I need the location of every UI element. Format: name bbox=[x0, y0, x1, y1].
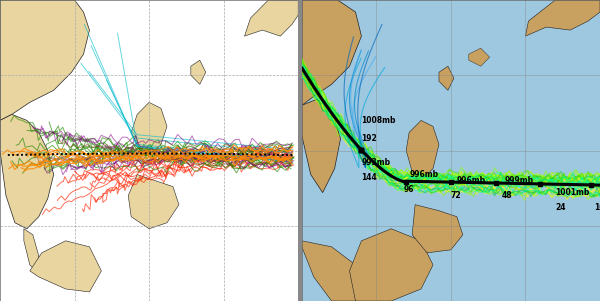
Text: 999mb: 999mb bbox=[505, 176, 534, 185]
Text: 993mb: 993mb bbox=[361, 158, 391, 167]
Polygon shape bbox=[526, 0, 600, 36]
Polygon shape bbox=[412, 205, 463, 253]
Polygon shape bbox=[245, 0, 298, 36]
Text: 72: 72 bbox=[451, 191, 461, 200]
Text: 144: 144 bbox=[361, 173, 377, 182]
Text: 192: 192 bbox=[361, 134, 377, 143]
Polygon shape bbox=[406, 120, 439, 181]
Polygon shape bbox=[0, 114, 53, 229]
Polygon shape bbox=[191, 60, 206, 84]
Polygon shape bbox=[350, 229, 433, 301]
Polygon shape bbox=[128, 175, 179, 229]
Text: 1001mb: 1001mb bbox=[555, 188, 590, 197]
Text: 996mb: 996mb bbox=[409, 170, 438, 179]
Text: 24: 24 bbox=[555, 203, 566, 212]
Polygon shape bbox=[131, 102, 167, 157]
Polygon shape bbox=[302, 99, 341, 193]
Text: 48: 48 bbox=[502, 191, 512, 200]
Text: 996mb: 996mb bbox=[457, 176, 486, 185]
Polygon shape bbox=[30, 241, 101, 292]
Polygon shape bbox=[469, 48, 490, 66]
Polygon shape bbox=[0, 0, 89, 120]
Polygon shape bbox=[439, 66, 454, 90]
Text: 10: 10 bbox=[594, 203, 600, 212]
Text: 1008mb: 1008mb bbox=[361, 116, 396, 125]
Polygon shape bbox=[24, 229, 39, 271]
Polygon shape bbox=[302, 241, 367, 301]
Text: 96: 96 bbox=[403, 185, 413, 194]
Polygon shape bbox=[302, 0, 361, 105]
